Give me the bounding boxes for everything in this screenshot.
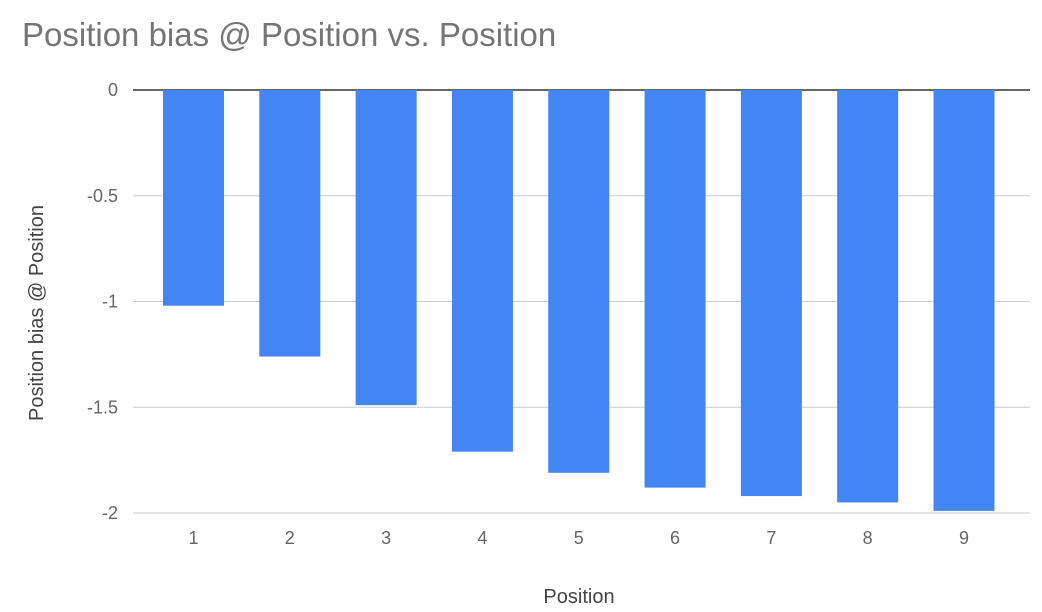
x-tick-label: 9 <box>959 528 969 548</box>
x-axis-label: Position <box>543 586 614 608</box>
x-axis-ticks: 1 2 3 4 5 6 7 8 9 <box>188 528 969 548</box>
y-tick-label: 0 <box>108 80 118 100</box>
bars <box>163 90 995 511</box>
bar-6 <box>644 90 706 488</box>
bar-4 <box>451 90 513 452</box>
y-axis-ticks: 0 -0.5 -1 -1.5 -2 <box>87 80 118 523</box>
y-tick-label: -2 <box>102 503 118 523</box>
y-tick-label: -0.5 <box>87 186 118 206</box>
bar-3 <box>355 90 417 406</box>
bar-7 <box>740 90 802 497</box>
chart-title: Position bias @ Position vs. Position <box>22 16 556 53</box>
x-tick-label: 3 <box>381 528 391 548</box>
x-tick-label: 8 <box>863 528 873 548</box>
x-tick-label: 4 <box>477 528 487 548</box>
y-tick-label: -1.5 <box>87 397 118 417</box>
y-tick-label: -1 <box>102 292 118 312</box>
bar-5 <box>548 90 610 473</box>
x-tick-label: 6 <box>670 528 680 548</box>
x-tick-label: 7 <box>766 528 776 548</box>
bar-1 <box>163 90 224 306</box>
x-tick-label: 1 <box>188 528 198 548</box>
x-tick-label: 5 <box>574 528 584 548</box>
bar-2 <box>259 90 321 357</box>
bar-9 <box>933 90 995 511</box>
x-tick-label: 2 <box>285 528 295 548</box>
y-axis-label: Position bias @ Position <box>26 205 48 421</box>
bar-8 <box>837 90 899 503</box>
